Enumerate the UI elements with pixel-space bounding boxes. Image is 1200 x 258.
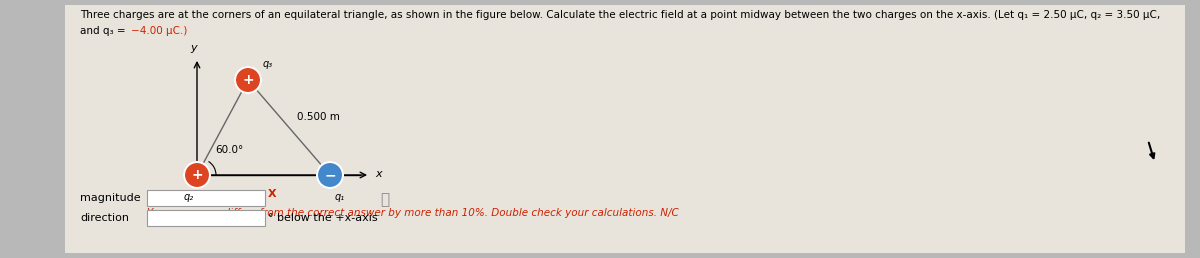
- Text: 60.0°: 60.0°: [215, 145, 244, 155]
- Text: and q₃ =: and q₃ =: [80, 26, 128, 36]
- Circle shape: [235, 67, 262, 93]
- Text: Your response differs from the correct answer by more than 10%. Double check you: Your response differs from the correct a…: [148, 208, 679, 218]
- Circle shape: [184, 162, 210, 188]
- Text: X: X: [268, 189, 277, 199]
- FancyBboxPatch shape: [148, 190, 265, 206]
- Circle shape: [317, 162, 343, 188]
- Text: +: +: [242, 73, 254, 87]
- Text: q₂: q₂: [184, 192, 194, 202]
- Text: x: x: [374, 169, 382, 179]
- Text: Three charges are at the corners of an equilateral triangle, as shown in the fig: Three charges are at the corners of an e…: [80, 10, 1160, 20]
- Text: y: y: [191, 43, 197, 53]
- Text: −: −: [324, 168, 336, 182]
- Text: direction: direction: [80, 213, 130, 223]
- Text: −4.00 μC.): −4.00 μC.): [131, 26, 187, 36]
- Text: q₃: q₃: [263, 59, 274, 69]
- Text: ⓘ: ⓘ: [380, 192, 390, 207]
- FancyBboxPatch shape: [65, 5, 1186, 253]
- Text: q₁: q₁: [335, 192, 346, 202]
- Text: 0.500 m: 0.500 m: [298, 112, 340, 123]
- Text: +: +: [191, 168, 203, 182]
- FancyBboxPatch shape: [148, 210, 265, 226]
- Text: magnitude: magnitude: [80, 193, 140, 203]
- Text: ° below the +x-axis: ° below the +x-axis: [268, 213, 378, 223]
